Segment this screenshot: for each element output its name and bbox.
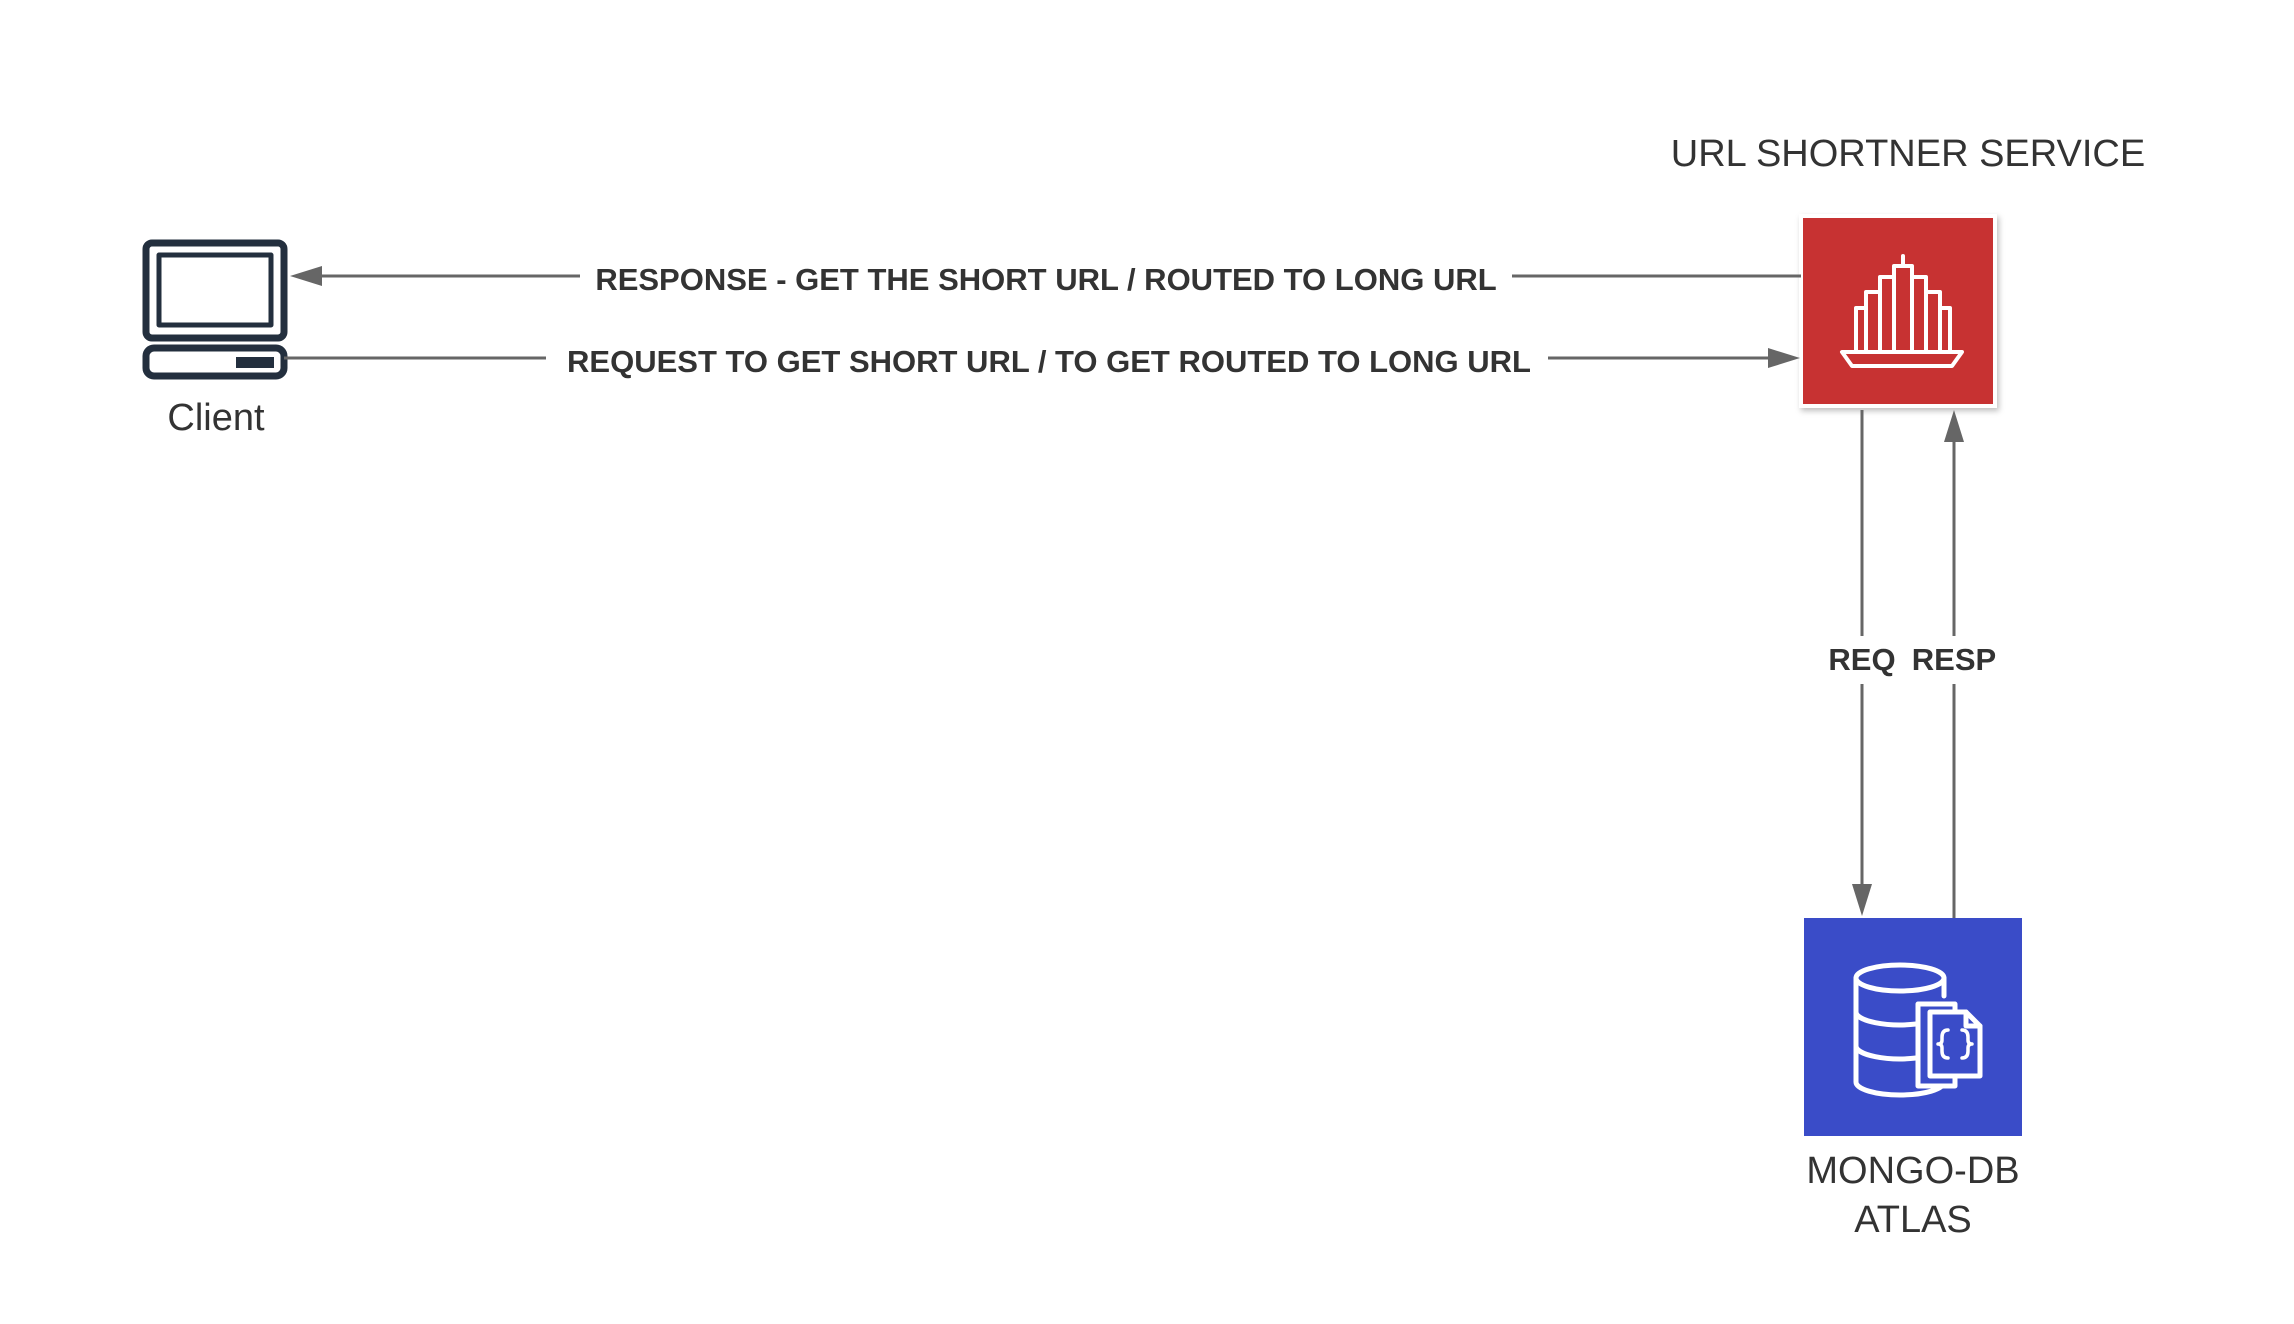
database-label-line1: MONGO-DB bbox=[1806, 1150, 2019, 1192]
url-shortener-service-node[interactable]: URL SHORTNER SERVICE bbox=[1671, 133, 2145, 408]
request-edge[interactable]: REQUEST TO GET SHORT URL / TO GET ROUTED… bbox=[284, 344, 1800, 379]
service-title: URL SHORTNER SERVICE bbox=[1671, 133, 2145, 175]
client-node[interactable]: Client bbox=[142, 239, 288, 439]
database-box bbox=[1804, 918, 2022, 1136]
response-edge[interactable]: RESPONSE - GET THE SHORT URL / ROUTED TO… bbox=[290, 262, 1801, 297]
request-edge-label: REQUEST TO GET SHORT URL / TO GET ROUTED… bbox=[567, 344, 1531, 379]
service-box bbox=[1799, 214, 1997, 408]
database-document-icon bbox=[1853, 962, 1983, 1098]
resp-edge[interactable]: RESP bbox=[1912, 410, 1996, 918]
req-edge[interactable]: REQ bbox=[1828, 410, 1896, 916]
elastic-beanstalk-icon bbox=[1840, 254, 1964, 368]
client-label: Client bbox=[167, 397, 265, 439]
database-label-line2: ATLAS bbox=[1854, 1199, 1972, 1241]
request-arrow-head bbox=[1768, 348, 1800, 368]
req-arrow-head bbox=[1852, 884, 1872, 916]
response-arrow-head bbox=[290, 266, 322, 286]
mongodb-atlas-node[interactable]: MONGO-DB ATLAS bbox=[1804, 918, 2022, 1241]
resp-edge-label: RESP bbox=[1912, 642, 1996, 677]
resp-arrow-head bbox=[1944, 410, 1964, 442]
desktop-computer-icon bbox=[142, 239, 288, 380]
response-edge-label: RESPONSE - GET THE SHORT URL / ROUTED TO… bbox=[595, 262, 1496, 297]
req-edge-label: REQ bbox=[1828, 642, 1895, 677]
